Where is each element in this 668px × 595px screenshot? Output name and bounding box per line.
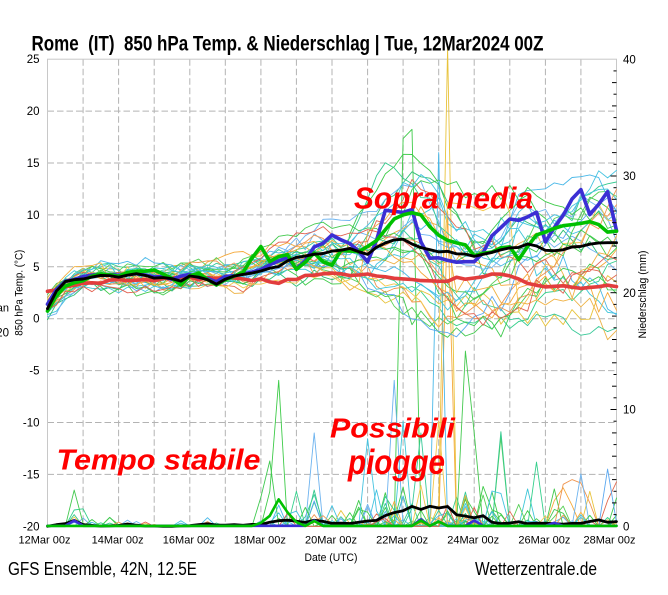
- svg-text:-5: -5: [29, 366, 39, 378]
- svg-text:26Mar 00z: 26Mar 00z: [518, 535, 570, 547]
- svg-text:20: 20: [0, 328, 9, 340]
- svg-text:-10: -10: [23, 418, 40, 430]
- svg-text:850 hPa Temp. (°C): 850 hPa Temp. (°C): [14, 250, 26, 336]
- svg-text:15: 15: [27, 158, 40, 170]
- svg-text:30: 30: [623, 171, 636, 183]
- svg-text:Wetterzentrale.de: Wetterzentrale.de: [475, 559, 597, 579]
- svg-text:0: 0: [623, 522, 629, 534]
- svg-text:18Mar 00z: 18Mar 00z: [234, 535, 286, 547]
- svg-text:0: 0: [33, 314, 39, 326]
- svg-text:40: 40: [623, 54, 636, 66]
- svg-text:10: 10: [623, 405, 636, 417]
- svg-text:an: an: [0, 303, 9, 315]
- svg-text:28Mar 00z: 28Mar 00z: [584, 535, 636, 547]
- svg-text:10: 10: [27, 210, 40, 222]
- svg-text:-20: -20: [23, 521, 40, 533]
- svg-text:GFS Ensemble, 42N, 12.5E: GFS Ensemble, 42N, 12.5E: [8, 559, 197, 579]
- svg-text:Sopra media: Sopra media: [354, 181, 533, 216]
- svg-text:22Mar 00z: 22Mar 00z: [376, 535, 428, 547]
- svg-text:20: 20: [623, 288, 636, 300]
- svg-text:Tempo stabile: Tempo stabile: [57, 445, 261, 477]
- svg-text:Rome (IT) 850 hPa Temp. & Ni: Rome (IT) 850 hPa Temp. & Niederschlag |…: [32, 33, 544, 56]
- svg-text:Possibili: Possibili: [330, 413, 456, 444]
- svg-text:20: 20: [27, 106, 40, 118]
- svg-text:24Mar 00z: 24Mar 00z: [447, 535, 499, 547]
- svg-text:-15: -15: [23, 469, 40, 481]
- svg-text:5: 5: [33, 262, 39, 274]
- svg-text:20Mar 00z: 20Mar 00z: [305, 535, 357, 547]
- svg-text:12Mar 00z: 12Mar 00z: [19, 535, 71, 547]
- svg-text:Date (UTC): Date (UTC): [305, 552, 358, 564]
- svg-text:25: 25: [27, 54, 40, 66]
- svg-text:piogge: piogge: [347, 442, 445, 482]
- svg-text:Niederschlag (mm): Niederschlag (mm): [637, 251, 649, 339]
- svg-text:16Mar 00z: 16Mar 00z: [163, 535, 215, 547]
- svg-text:14Mar 00z: 14Mar 00z: [92, 535, 144, 547]
